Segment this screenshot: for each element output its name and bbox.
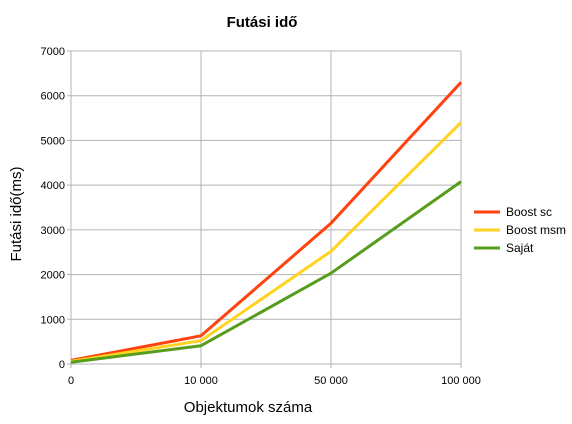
legend-label: Boost sc [506, 205, 552, 219]
legend-label: Saját [506, 241, 534, 255]
y-axis: 0 1000 2000 3000 4000 5000 6000 7000 [41, 46, 71, 371]
legend: Boost sc Boost msm Saját [474, 205, 566, 255]
y-tick-label: 5000 [41, 135, 65, 147]
y-axis-title: Futási idő(ms) [8, 166, 25, 261]
y-tick-label: 3000 [41, 225, 65, 237]
x-tick-label: 50 000 [314, 375, 348, 387]
grid-lines [70, 50, 462, 365]
series-line [70, 121, 463, 363]
y-tick-label: 2000 [41, 270, 65, 282]
x-tick-label: 0 [68, 375, 74, 387]
series-line [70, 81, 463, 362]
x-tick-label: 100 000 [441, 375, 481, 387]
y-tick-label: 4000 [41, 180, 65, 192]
x-axis-title: Objektumok száma [184, 399, 313, 416]
legend-label: Boost msm [506, 223, 566, 237]
y-tick-label: 1000 [41, 314, 65, 326]
chart-title: Futási idő [227, 14, 298, 31]
series-line [70, 180, 462, 364]
x-axis: 0 10 000 50 000 100 000 [68, 364, 481, 387]
x-tick-label: 10 000 [184, 375, 218, 387]
y-tick-label: 0 [59, 359, 65, 371]
series-lines [70, 81, 463, 364]
y-tick-label: 6000 [41, 91, 65, 103]
y-tick-label: 7000 [41, 46, 65, 58]
